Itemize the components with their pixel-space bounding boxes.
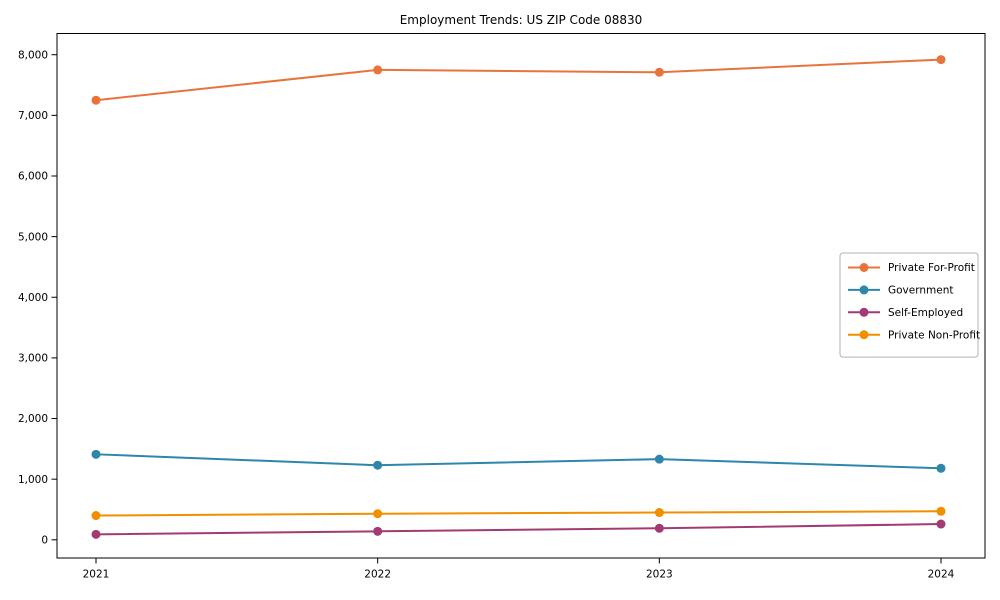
data-point-private-for-profit [91, 95, 101, 105]
data-point-self-employed [936, 519, 946, 529]
series-line-private-non-profit [95, 510, 942, 517]
data-point-self-employed [654, 523, 664, 533]
x-tick-label: 2021 [83, 569, 110, 581]
y-tick-label: 2,000 [18, 413, 48, 425]
y-tick-label: 7,000 [18, 110, 48, 122]
legend-swatch-marker [859, 307, 869, 317]
legend-swatch-marker [859, 285, 869, 295]
y-tick-label: 5,000 [18, 231, 48, 243]
data-point-private-for-profit [654, 67, 664, 77]
x-tick-label: 2022 [364, 569, 391, 581]
x-tick-label: 2023 [646, 569, 673, 581]
y-tick-label: 6,000 [18, 171, 48, 183]
y-tick-label: 4,000 [18, 292, 48, 304]
legend-item-label: Self-Employed [888, 307, 963, 319]
y-tick-label: 8,000 [18, 49, 48, 61]
chart-title: Employment Trends: US ZIP Code 08830 [399, 13, 643, 27]
legend-item-label: Private Non-Profit [888, 329, 980, 341]
legend: Private For-Profit Government Self-Employe… [839, 252, 980, 358]
series-line-private-for-profit [95, 58, 942, 102]
legend-item-label: Private For-Profit [888, 262, 975, 274]
data-point-private-non-profit [936, 506, 946, 516]
y-tick-label: 3,000 [18, 353, 48, 365]
data-point-government [373, 460, 383, 470]
data-point-government [654, 454, 664, 464]
data-point-private-non-profit [654, 508, 664, 518]
legend-swatch-marker [859, 330, 869, 340]
axes-box [56, 33, 986, 559]
data-point-government [936, 463, 946, 473]
data-point-private-for-profit [936, 55, 946, 65]
legend-item-label: Government [888, 285, 953, 297]
data-point-self-employed [91, 529, 101, 539]
y-tick-label: 0 [41, 534, 48, 546]
data-point-private-for-profit [373, 65, 383, 75]
data-point-self-employed [373, 526, 383, 536]
data-point-private-non-profit [91, 511, 101, 521]
series-line-self-employed [95, 523, 942, 536]
legend-box [839, 252, 979, 358]
y-tick-label: 1,000 [18, 474, 48, 486]
legend-swatch-marker [859, 263, 869, 272]
x-tick-label: 2024 [928, 569, 955, 581]
series-line-government [95, 453, 942, 470]
data-point-government [91, 449, 101, 459]
data-point-private-non-profit [373, 509, 383, 519]
